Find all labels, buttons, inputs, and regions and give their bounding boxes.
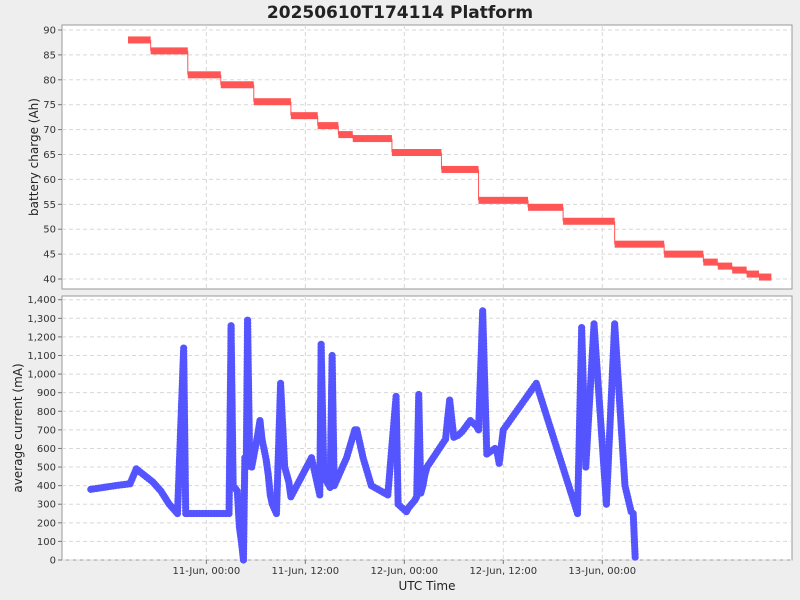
- average-current-y-tick-label: 800: [37, 407, 56, 418]
- battery-charge-segment: [441, 165, 479, 173]
- average-current-y-tick-label: 400: [37, 481, 56, 492]
- battery-charge-segment: [220, 81, 254, 89]
- battery-charge-segment: [253, 98, 291, 106]
- battery-charge-segment: [478, 196, 529, 204]
- x-tick-label: 12-Jun, 00:00: [370, 566, 438, 577]
- battery-charge-segment: [614, 240, 665, 248]
- chart-title: 20250610T174114 Platform: [267, 3, 533, 23]
- battery-charge-segment: [528, 203, 564, 211]
- battery-charge-plot-area: [61, 24, 793, 290]
- average-current-y-tick-label: 600: [37, 444, 56, 455]
- battery-charge-panel: 40 45 50 55 60 65 70 75 80 85 90 battery charge (A…: [27, 24, 793, 290]
- average-current-y-tick-label: 200: [37, 518, 56, 529]
- battery-charge-y-tick-label: 50: [43, 225, 56, 236]
- battery-charge-y-tick-label: 60: [43, 175, 56, 186]
- battery-charge-segment: [352, 135, 392, 143]
- battery-charge-segment: [290, 112, 318, 120]
- battery-charge-y-tick-label: 45: [43, 250, 56, 261]
- average-current-y-tick-label: 500: [37, 463, 56, 474]
- x-tick-label: 11-Jun, 00:00: [172, 566, 240, 577]
- average-current-y-ticks: 0 100 200 300 400 500 600 700 800 900 1,000 1,100 1,…: [27, 295, 62, 567]
- x-tick-label: 11-Jun, 12:00: [271, 566, 339, 577]
- battery-charge-y-tick-label: 90: [43, 25, 56, 36]
- battery-charge-segment: [717, 262, 733, 270]
- battery-charge-y-tick-label: 80: [43, 75, 56, 86]
- battery-charge-segment: [127, 36, 151, 44]
- average-current-y-tick-label: 900: [37, 388, 56, 399]
- battery-charge-y-tick-label: 85: [43, 50, 56, 61]
- average-current-y-tick-label: 700: [37, 425, 56, 436]
- battery-charge-y-tick-label: 65: [43, 150, 56, 161]
- battery-charge-segment: [563, 217, 615, 225]
- battery-charge-y-tick-label: 55: [43, 200, 56, 211]
- average-current-y-tick-label: 0: [50, 556, 56, 567]
- battery-charge-segment: [317, 122, 339, 130]
- average-current-y-tick-label: 300: [37, 500, 56, 511]
- battery-charge-segment: [746, 270, 760, 278]
- average-current-y-tick-label: 1,400: [27, 295, 56, 306]
- x-tick-label: 12-Jun, 12:00: [469, 566, 537, 577]
- average-current-y-tick-label: 100: [37, 537, 56, 548]
- battery-charge-y-tick-label: 75: [43, 100, 56, 111]
- battery-charge-segment: [759, 273, 772, 281]
- average-current-y-tick-label: 1,000: [27, 370, 56, 381]
- average-current-panel: 0 100 200 300 400 500 600 700 800 900 1,000 1,100 1,…: [11, 295, 793, 593]
- battery-charge-y-ticks: 40 45 50 55 60 65 70 75 80 85 90: [43, 25, 62, 286]
- average-current-y-label: average current (mA): [11, 363, 25, 492]
- battery-charge-series: [127, 36, 772, 281]
- battery-charge-y-tick-label: 40: [43, 275, 56, 286]
- battery-charge-segment: [150, 47, 188, 55]
- average-current-point: [631, 553, 639, 561]
- battery-charge-segment: [664, 250, 704, 258]
- average-current-plot-area: [61, 295, 793, 561]
- average-current-series: [87, 307, 639, 564]
- battery-charge-segment: [732, 266, 747, 274]
- battery-charge-segment: [338, 131, 353, 139]
- x-axis-ticks: 11-Jun, 00:00 11-Jun, 12:00 12-Jun, 00:00 1…: [172, 560, 636, 577]
- average-current-y-tick-label: 1,200: [27, 332, 56, 343]
- battery-charge-segment: [187, 71, 221, 79]
- average-current-y-tick-label: 1,300: [27, 314, 56, 325]
- battery-charge-grid: [62, 25, 792, 289]
- average-current-y-tick-label: 1,100: [27, 351, 56, 362]
- battery-charge-segment: [391, 149, 442, 157]
- battery-charge-y-tick-label: 70: [43, 125, 56, 136]
- x-tick-label: 13-Jun, 00:00: [568, 566, 636, 577]
- x-axis-label: UTC Time: [399, 579, 456, 593]
- battery-charge-segment: [703, 258, 718, 266]
- battery-charge-y-label: battery charge (Ah): [27, 98, 41, 216]
